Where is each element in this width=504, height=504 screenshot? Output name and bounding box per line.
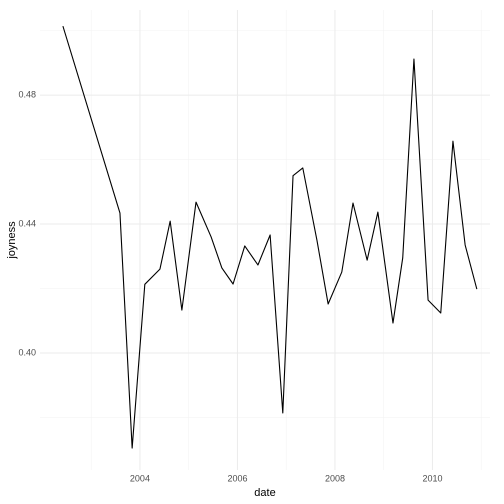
- x-tick-label: 2004: [130, 473, 150, 483]
- y-tick-label: 0.48: [18, 89, 36, 99]
- line: [62, 25, 478, 449]
- x-tick-label: 2008: [325, 473, 345, 483]
- y-tick-label: 0.44: [18, 218, 36, 228]
- x-tick-label: 2006: [227, 473, 247, 483]
- y-axis-title: joyness: [6, 221, 18, 260]
- y-tick-label: 0.40: [18, 347, 36, 357]
- x-axis-title: date: [254, 487, 275, 499]
- x-tick-label: 2010: [422, 473, 442, 483]
